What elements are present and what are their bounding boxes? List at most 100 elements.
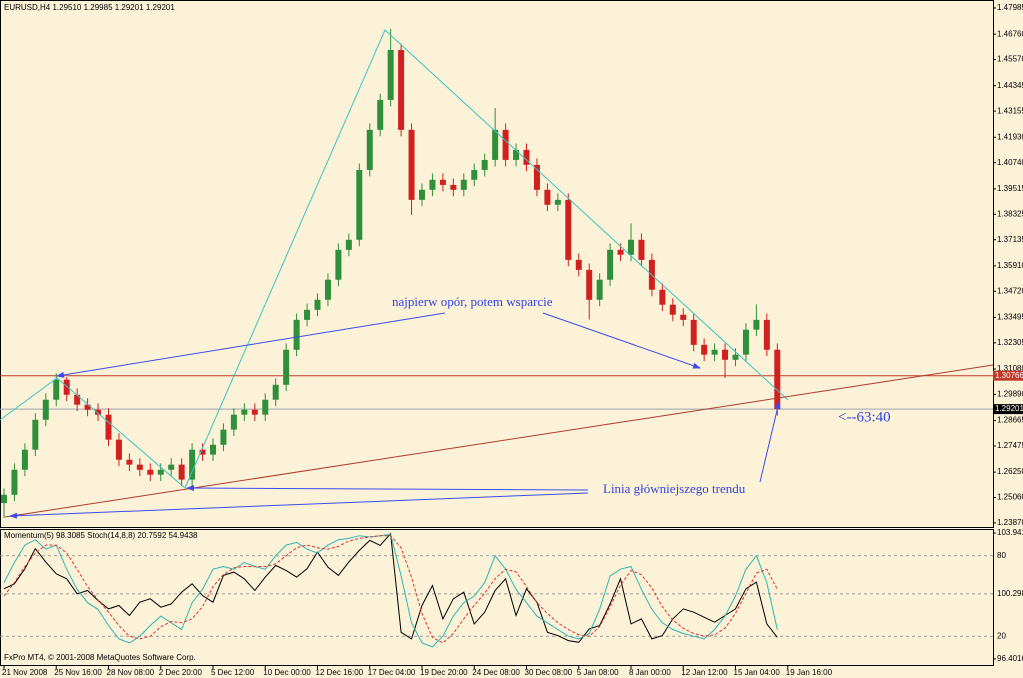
arrow <box>9 492 589 519</box>
y-tick-label: 1.26250 <box>997 467 1023 476</box>
candle-body <box>460 179 467 190</box>
y-tick-label: 1.45570 <box>997 55 1023 64</box>
x-tick-label: 10 Dec 00:00 <box>263 668 311 677</box>
y-tick-label: 1.44345 <box>997 81 1023 90</box>
candle-body <box>1 494 7 504</box>
candle-body <box>722 349 729 360</box>
indicator-line <box>3 533 778 648</box>
candle-body <box>575 259 582 270</box>
candle-body <box>408 129 415 200</box>
y2-tick-label: 96.4016 <box>997 654 1023 663</box>
y2-tick-label: 103.9413 <box>997 528 1023 537</box>
candle-body <box>471 169 478 180</box>
x-tick-label: 25 Nov 16:00 <box>54 668 102 677</box>
indicator-line <box>3 535 778 644</box>
candle-body <box>659 289 666 305</box>
candle-body <box>680 314 687 320</box>
y-tick-label: 1.33495 <box>997 313 1023 322</box>
candle-body <box>178 464 185 480</box>
candle-body <box>513 149 520 160</box>
annotation: najpierw opór, potem wsparcie <box>392 294 553 309</box>
y-tick-label: 1.43155 <box>997 106 1023 115</box>
candle-body <box>283 349 290 385</box>
candle-body <box>293 319 300 350</box>
candle-body <box>502 129 509 160</box>
indicator-line <box>3 532 778 643</box>
candle-body <box>272 384 279 400</box>
price-label-box <box>993 370 1023 381</box>
zigzag-line <box>0 29 789 489</box>
candle-body <box>32 419 39 450</box>
x-tick-label: 24 Dec 08:00 <box>472 668 520 677</box>
trend-line <box>4 364 994 518</box>
candle-body <box>42 399 49 420</box>
candle-body <box>492 129 499 160</box>
y2-tick-label: 100.2986 <box>997 589 1023 598</box>
price-label: 1.30766 <box>995 371 1023 380</box>
candle-body <box>711 349 718 355</box>
x-tick-label: 12 Dec 16:00 <box>316 668 364 677</box>
candle-body <box>63 379 70 395</box>
candle-body <box>419 189 425 200</box>
candle-body <box>753 319 760 330</box>
x-tick-label: 5 Jan 08:00 <box>577 668 619 677</box>
candle-body <box>105 414 112 440</box>
candle-body <box>314 299 321 310</box>
annotation: Linia główniejszego trendu <box>603 481 746 496</box>
candle-body <box>53 379 60 400</box>
y-tick-label: 1.29890 <box>997 390 1023 399</box>
x-tick-label: 28 Nov 08:00 <box>107 668 155 677</box>
footer: FxPro MT4, © 2001-2008 MetaQuotes Softwa… <box>4 653 196 662</box>
main-panel <box>0 0 994 528</box>
candle-body <box>429 179 436 190</box>
candle-body <box>586 269 593 300</box>
y-tick-label: 1.37135 <box>997 235 1023 244</box>
candle-body <box>304 309 311 320</box>
candle-body <box>136 464 143 470</box>
y-tick-label: 20 <box>997 631 1006 640</box>
price-label-box <box>993 404 1023 415</box>
candle-body <box>701 344 708 355</box>
y-tick-label: 1.25060 <box>997 493 1023 502</box>
arrow <box>186 485 589 492</box>
y-tick-label: 1.47985 <box>997 3 1023 12</box>
candle-body <box>523 149 530 165</box>
candle-body <box>732 354 739 360</box>
x-tick-label: 17 Dec 04:00 <box>368 668 416 677</box>
candle-body <box>157 469 164 475</box>
candle-body <box>481 159 488 170</box>
candle-body <box>126 459 133 465</box>
chart-title: EURUSD,H4 1.29510 1.29985 1.29201 1.2920… <box>4 3 175 12</box>
candle-body <box>241 409 248 415</box>
candle-body <box>628 239 634 255</box>
x-tick-label: 5 Dec 12:00 <box>211 668 255 677</box>
candle-body <box>115 439 122 460</box>
candle-body <box>21 449 28 470</box>
candle-body <box>669 304 676 315</box>
candle-body <box>95 409 102 415</box>
y-tick-label: 1.23870 <box>997 518 1023 527</box>
x-tick-label: 30 Dec 08:00 <box>525 668 573 677</box>
candle-body <box>742 329 749 355</box>
x-tick-label: 12 Jan 12:00 <box>681 668 728 677</box>
candle-body <box>638 239 645 260</box>
y-tick-label: 1.32305 <box>997 338 1023 347</box>
candle-body <box>335 249 342 280</box>
y-tick-label: 1.35910 <box>997 261 1023 270</box>
indicator-title: Momentum(5) 98.3085 Stoch(14,8,8) 20.759… <box>4 531 198 540</box>
candle-body <box>147 469 154 475</box>
annotation: <--63:40 <box>838 409 891 425</box>
candle-body <box>607 249 614 280</box>
candle-body <box>387 49 394 100</box>
x-tick-label: 19 Jan 16:00 <box>786 668 833 677</box>
arrow <box>542 312 701 369</box>
candle-body <box>84 404 91 410</box>
candle-body <box>220 429 227 445</box>
x-tick-label: 21 Nov 2008 <box>2 668 48 677</box>
candle-body <box>366 129 373 170</box>
price-label: 1.29201 <box>995 404 1023 413</box>
indicator-panel <box>0 529 994 666</box>
y-tick-label: 80 <box>997 551 1006 560</box>
candle-body <box>398 49 405 130</box>
